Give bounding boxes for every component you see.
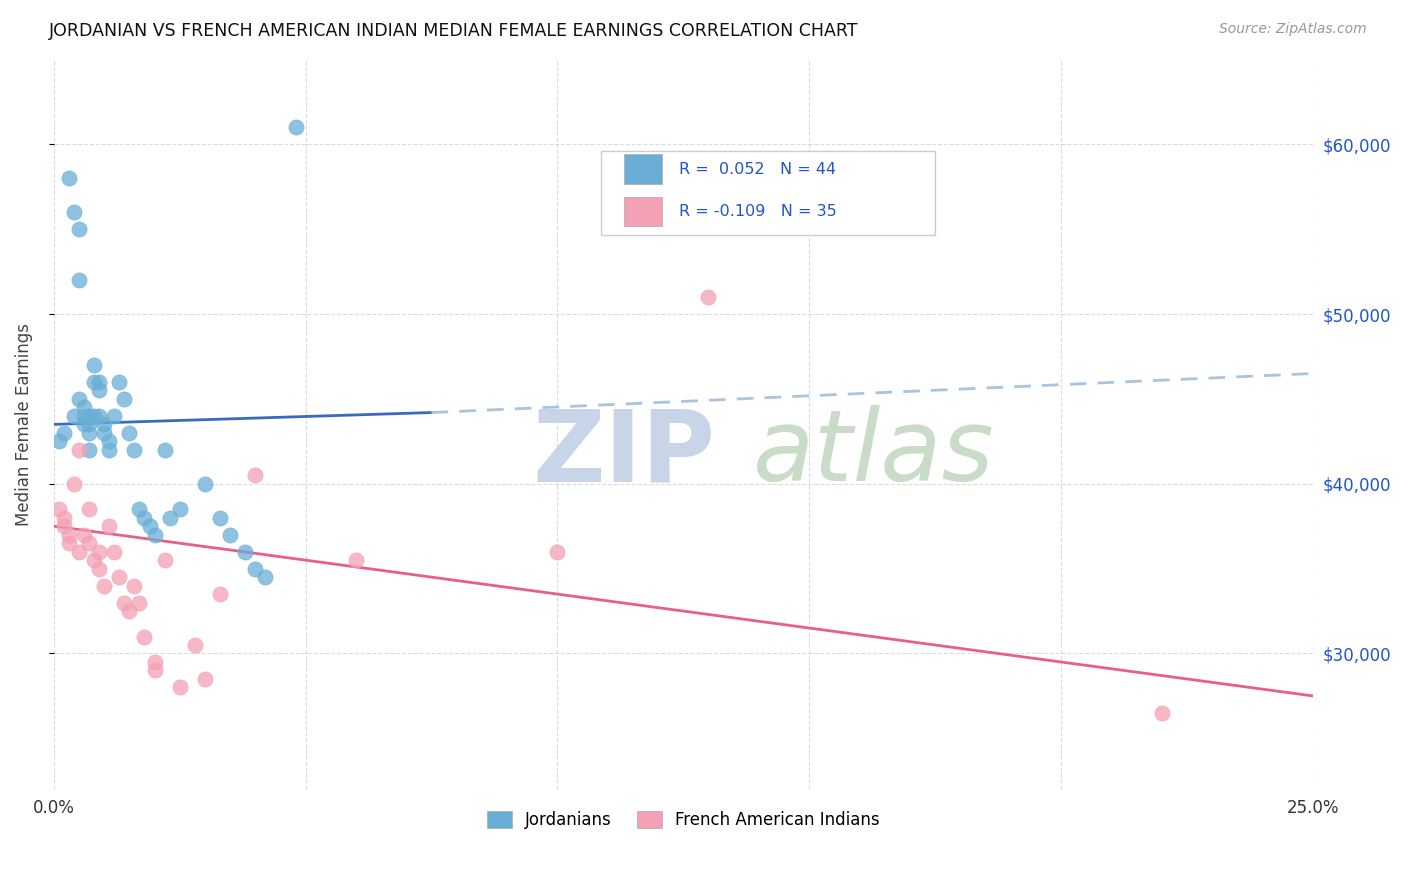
Text: Source: ZipAtlas.com: Source: ZipAtlas.com	[1219, 22, 1367, 37]
Point	[184, 638, 207, 652]
Point	[89, 384, 111, 398]
Point	[63, 476, 86, 491]
Point	[284, 120, 307, 135]
Point	[169, 502, 191, 516]
Point	[83, 409, 105, 423]
Point	[98, 519, 121, 533]
Point	[153, 553, 176, 567]
Point	[128, 596, 150, 610]
Text: atlas: atlas	[752, 405, 994, 502]
Text: R = -0.109   N = 35: R = -0.109 N = 35	[679, 204, 837, 219]
Point	[63, 205, 86, 219]
Point	[77, 442, 100, 457]
Point	[138, 519, 160, 533]
Point	[93, 417, 115, 432]
Point	[124, 442, 146, 457]
Point	[77, 502, 100, 516]
Point	[1150, 706, 1173, 720]
Point	[73, 409, 96, 423]
Point	[73, 417, 96, 432]
Point	[344, 553, 367, 567]
Point	[245, 468, 267, 483]
Point	[67, 222, 90, 236]
Y-axis label: Median Female Earnings: Median Female Earnings	[15, 323, 32, 526]
Legend: Jordanians, French American Indians: Jordanians, French American Indians	[479, 804, 886, 836]
Point	[103, 544, 125, 558]
Point	[83, 358, 105, 372]
Point	[77, 417, 100, 432]
Point	[159, 510, 181, 524]
Point	[118, 604, 141, 618]
Point	[134, 630, 156, 644]
Point	[254, 570, 277, 584]
Point	[67, 273, 90, 287]
Bar	[624, 154, 662, 184]
Point	[83, 375, 105, 389]
Point	[98, 442, 121, 457]
Point	[208, 510, 231, 524]
Point	[58, 536, 80, 550]
Point	[93, 425, 115, 440]
Point	[112, 392, 135, 406]
Point	[89, 409, 111, 423]
Point	[48, 434, 70, 449]
Point	[153, 442, 176, 457]
Point	[134, 510, 156, 524]
Point	[52, 519, 75, 533]
Point	[52, 510, 75, 524]
Point	[143, 527, 166, 541]
Point	[112, 596, 135, 610]
Point	[169, 681, 191, 695]
Point	[67, 544, 90, 558]
Point	[194, 476, 217, 491]
Point	[143, 655, 166, 669]
Point	[58, 171, 80, 186]
Point	[233, 544, 256, 558]
Point	[73, 401, 96, 415]
Point	[128, 502, 150, 516]
Point	[124, 579, 146, 593]
Point	[194, 672, 217, 686]
Point	[103, 409, 125, 423]
Point	[83, 553, 105, 567]
Point	[67, 442, 90, 457]
Point	[73, 527, 96, 541]
Point	[77, 425, 100, 440]
Text: ZIP: ZIP	[533, 405, 716, 502]
Point	[108, 375, 131, 389]
Point	[89, 544, 111, 558]
Text: JORDANIAN VS FRENCH AMERICAN INDIAN MEDIAN FEMALE EARNINGS CORRELATION CHART: JORDANIAN VS FRENCH AMERICAN INDIAN MEDI…	[49, 22, 859, 40]
Point	[89, 375, 111, 389]
Point	[58, 527, 80, 541]
Point	[143, 664, 166, 678]
Point	[52, 425, 75, 440]
Point	[546, 544, 568, 558]
Point	[245, 561, 267, 575]
Point	[108, 570, 131, 584]
Point	[118, 425, 141, 440]
Point	[77, 409, 100, 423]
Point	[98, 434, 121, 449]
Text: R =  0.052   N = 44: R = 0.052 N = 44	[679, 161, 837, 177]
Point	[208, 587, 231, 601]
Point	[219, 527, 242, 541]
Point	[697, 290, 720, 304]
Point	[63, 409, 86, 423]
Point	[48, 502, 70, 516]
Bar	[624, 197, 662, 226]
Point	[93, 579, 115, 593]
Point	[77, 536, 100, 550]
FancyBboxPatch shape	[602, 151, 935, 235]
Point	[89, 561, 111, 575]
Point	[67, 392, 90, 406]
